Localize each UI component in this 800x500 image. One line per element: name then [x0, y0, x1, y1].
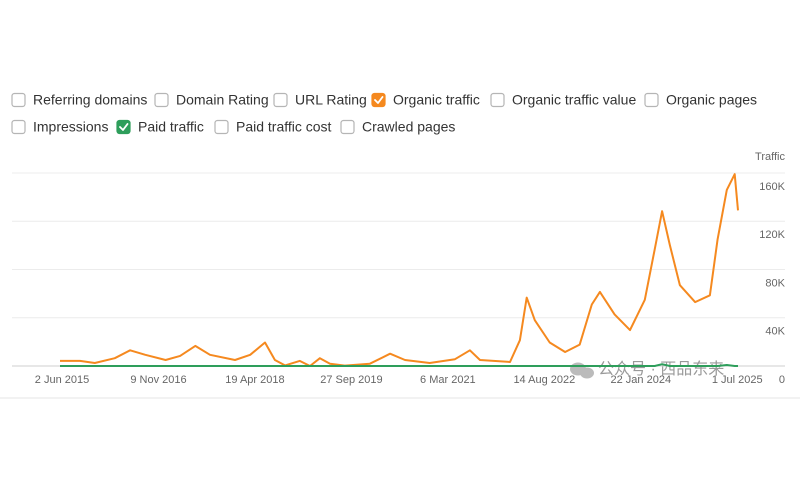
checkbox-box — [11, 119, 26, 135]
checkbox-label: Organic traffic — [393, 92, 480, 108]
y-axis-label: Traffic — [755, 151, 785, 163]
x-tick-label: 6 Mar 2021 — [420, 374, 476, 386]
checkbox-label: Organic pages — [666, 92, 757, 108]
x-tick-label: 9 Nov 2016 — [130, 374, 186, 386]
checkmark — [119, 123, 129, 131]
y-tick-label: 40K — [765, 326, 785, 338]
checkbox-box — [490, 92, 505, 108]
watermark: 公众号 · 西品东来 — [598, 360, 724, 378]
series-line — [60, 363, 738, 367]
checkbox-box — [214, 119, 229, 135]
y-tick-label: 160K — [759, 181, 785, 193]
x-tick-label: 27 Sep 2019 — [320, 374, 382, 386]
checkbox[interactable]: Crawled pages — [340, 119, 455, 135]
checkbox-label: Paid traffic cost — [236, 119, 332, 135]
x-tick-label: 1 Jul 2025 — [712, 374, 763, 386]
checkbox[interactable]: URL Rating — [273, 92, 367, 108]
checkbox[interactable]: Domain Rating — [154, 92, 269, 108]
checkbox-label: Paid traffic — [138, 119, 204, 135]
checkbox-box — [154, 92, 169, 108]
checkbox-box — [644, 92, 659, 108]
checkbox-label: Organic traffic value — [512, 92, 636, 108]
checkbox-box — [116, 119, 131, 135]
checkbox-label: Crawled pages — [362, 119, 455, 135]
checkbox[interactable]: Referring domains — [11, 92, 147, 108]
checkbox[interactable]: Paid traffic — [116, 119, 204, 135]
checkbox[interactable]: Impressions — [11, 119, 108, 135]
checkbox[interactable]: Organic traffic — [371, 92, 480, 108]
checkbox-label: Domain Rating — [176, 92, 269, 108]
checkbox[interactable]: Organic traffic value — [490, 92, 636, 108]
x-tick-label: 14 Aug 2022 — [513, 374, 575, 386]
x-tick-label: 19 Apr 2018 — [225, 374, 284, 386]
x-tick-label: 2 Jun 2015 — [35, 374, 89, 386]
series-line — [60, 173, 739, 367]
checkbox-box — [340, 119, 355, 135]
checkbox[interactable]: Organic pages — [644, 92, 757, 108]
checkbox-box — [273, 92, 288, 108]
checkbox-label: Impressions — [33, 119, 108, 135]
y-tick-label: 120K — [759, 229, 785, 241]
checkbox-label: URL Rating — [295, 92, 367, 108]
checkbox[interactable]: Paid traffic cost — [214, 119, 332, 135]
checkmark — [374, 96, 384, 104]
checkbox-box — [11, 92, 26, 108]
y-tick-label: 0 — [779, 374, 785, 386]
checkbox-box — [371, 92, 386, 108]
x-tick-label: 22 Jan 2024 — [611, 374, 672, 386]
checkbox-label: Referring domains — [33, 92, 147, 108]
y-tick-label: 80K — [765, 277, 785, 289]
